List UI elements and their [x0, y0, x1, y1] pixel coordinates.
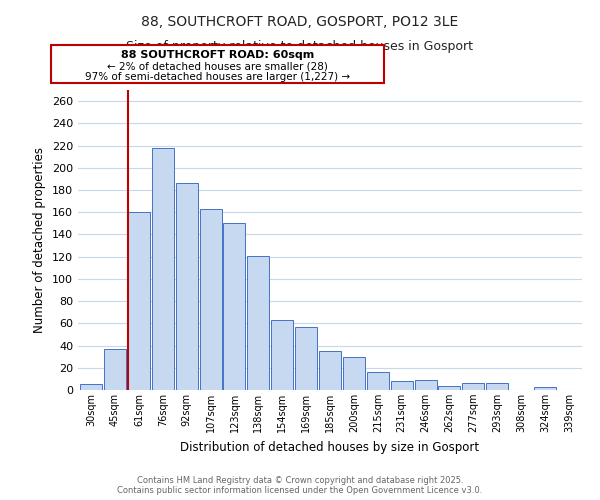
Bar [486, 384, 508, 390]
Text: Size of property relative to detached houses in Gosport: Size of property relative to detached ho… [127, 40, 473, 53]
Bar [223, 224, 245, 390]
Text: 88 SOUTHCROFT ROAD: 60sqm: 88 SOUTHCROFT ROAD: 60sqm [121, 50, 314, 60]
Text: ← 2% of detached houses are smaller (28): ← 2% of detached houses are smaller (28) [107, 62, 328, 72]
Bar [343, 356, 365, 390]
Y-axis label: Number of detached properties: Number of detached properties [34, 147, 46, 333]
Bar [391, 381, 413, 390]
Bar [534, 386, 556, 390]
Bar [415, 380, 437, 390]
Bar [80, 384, 102, 390]
Bar [152, 148, 174, 390]
Text: Contains public sector information licensed under the Open Government Licence v3: Contains public sector information licen… [118, 486, 482, 495]
Text: 97% of semi-detached houses are larger (1,227) →: 97% of semi-detached houses are larger (… [85, 72, 350, 82]
Bar [319, 351, 341, 390]
Text: 88, SOUTHCROFT ROAD, GOSPORT, PO12 3LE: 88, SOUTHCROFT ROAD, GOSPORT, PO12 3LE [142, 15, 458, 29]
Bar [200, 209, 221, 390]
Text: Contains HM Land Registry data © Crown copyright and database right 2025.: Contains HM Land Registry data © Crown c… [137, 476, 463, 485]
Bar [247, 256, 269, 390]
Bar [295, 326, 317, 390]
Bar [439, 386, 460, 390]
Bar [367, 372, 389, 390]
Bar [463, 384, 484, 390]
Bar [176, 184, 197, 390]
Bar [128, 212, 150, 390]
Bar [104, 349, 126, 390]
X-axis label: Distribution of detached houses by size in Gosport: Distribution of detached houses by size … [181, 440, 479, 454]
Bar [271, 320, 293, 390]
